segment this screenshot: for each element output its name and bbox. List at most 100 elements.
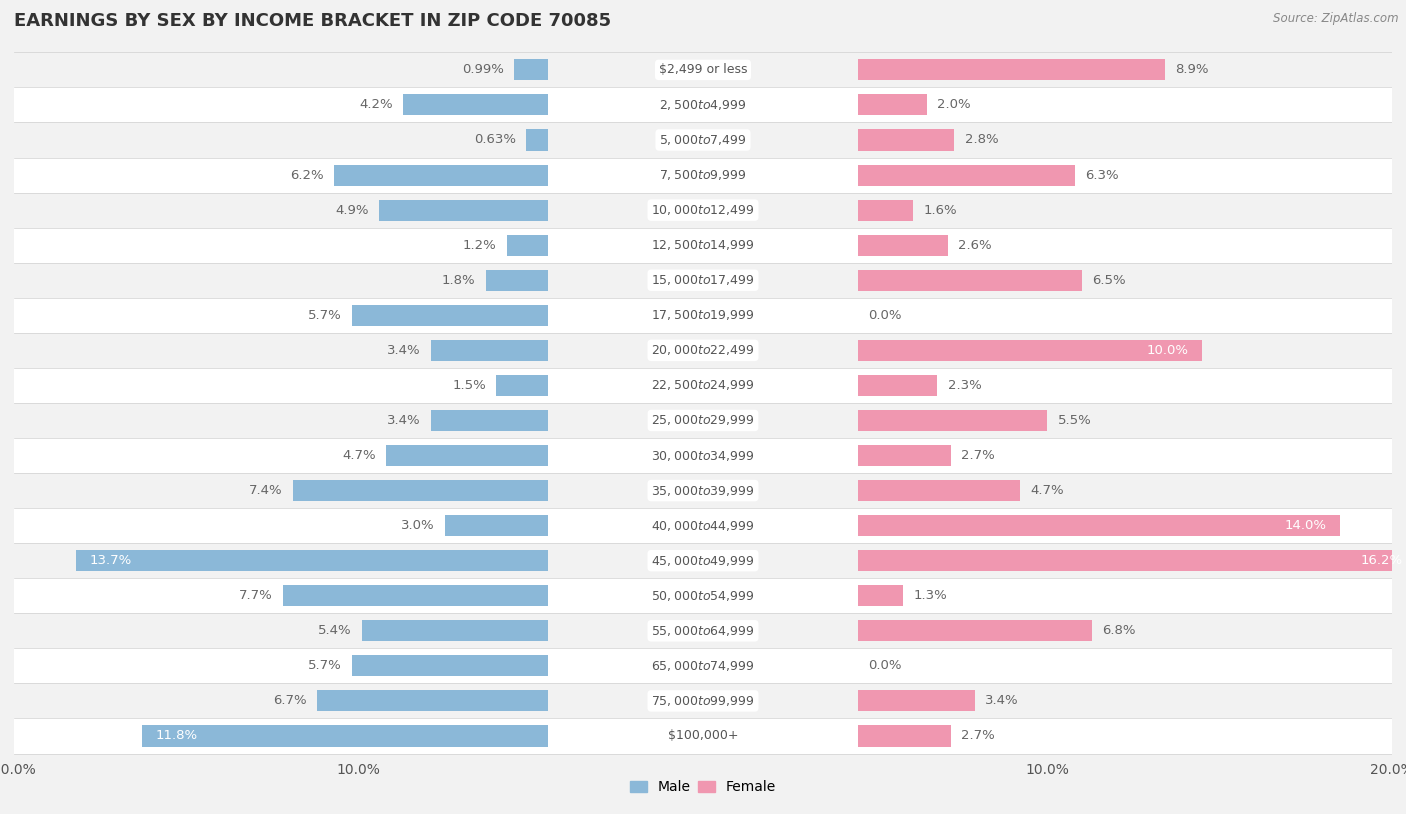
Text: 8.9%: 8.9% [1175,63,1208,77]
Text: $50,000 to $54,999: $50,000 to $54,999 [651,589,755,602]
Bar [14,87,1392,122]
Bar [858,620,1092,641]
Bar [14,228,1392,263]
Bar [14,508,1392,543]
Bar [14,158,1392,193]
Text: 1.5%: 1.5% [453,379,486,392]
Text: 2.6%: 2.6% [957,239,991,252]
Text: 5.4%: 5.4% [318,624,352,637]
Bar [14,438,1392,473]
Bar [76,550,548,571]
Text: 2.8%: 2.8% [965,133,998,147]
Text: 3.4%: 3.4% [387,344,420,357]
Bar [858,269,1083,291]
Bar [283,585,548,606]
Text: 0.63%: 0.63% [474,133,516,147]
Bar [142,725,548,746]
Bar [858,129,955,151]
Text: $35,000 to $39,999: $35,000 to $39,999 [651,484,755,497]
Text: $2,500 to $4,999: $2,500 to $4,999 [659,98,747,112]
Bar [14,543,1392,578]
Text: $45,000 to $49,999: $45,000 to $49,999 [651,554,755,567]
Text: 4.7%: 4.7% [1031,484,1064,497]
Bar [526,129,548,151]
Bar [486,269,548,291]
Text: 13.7%: 13.7% [90,554,132,567]
Bar [318,690,548,711]
Bar [506,234,548,256]
Text: 6.5%: 6.5% [1092,274,1126,287]
Text: 1.8%: 1.8% [441,274,475,287]
Bar [513,59,548,81]
Text: 6.8%: 6.8% [1102,624,1136,637]
Text: $65,000 to $74,999: $65,000 to $74,999 [651,659,755,673]
Bar [444,515,548,536]
Bar [430,339,548,361]
Bar [14,193,1392,228]
Text: 3.0%: 3.0% [401,519,434,532]
Text: $40,000 to $44,999: $40,000 to $44,999 [651,519,755,532]
Bar [14,648,1392,684]
Text: $10,000 to $12,499: $10,000 to $12,499 [651,204,755,217]
Text: 4.2%: 4.2% [360,98,392,112]
Text: 5.7%: 5.7% [308,659,342,672]
Text: $17,500 to $19,999: $17,500 to $19,999 [651,309,755,322]
Bar [14,473,1392,508]
Bar [858,164,1076,186]
Text: 1.3%: 1.3% [912,589,946,602]
Text: 14.0%: 14.0% [1285,519,1326,532]
Text: 6.3%: 6.3% [1085,168,1119,182]
Bar [858,59,1164,81]
Text: 5.5%: 5.5% [1057,414,1091,427]
Bar [858,94,927,116]
Text: $30,000 to $34,999: $30,000 to $34,999 [651,449,755,462]
Legend: Male, Female: Male, Female [624,775,782,799]
Text: 0.99%: 0.99% [461,63,503,77]
Bar [14,52,1392,87]
Text: 4.9%: 4.9% [336,204,368,217]
Text: 1.2%: 1.2% [463,239,496,252]
Text: 4.7%: 4.7% [342,449,375,462]
Bar [858,339,1202,361]
Text: 7.4%: 7.4% [249,484,283,497]
Text: 3.4%: 3.4% [986,694,1019,707]
Bar [858,585,903,606]
Bar [380,199,548,221]
Bar [335,164,548,186]
Text: 2.3%: 2.3% [948,379,981,392]
Bar [858,375,938,396]
Text: 6.7%: 6.7% [273,694,307,707]
Bar [14,368,1392,403]
Text: 1.6%: 1.6% [924,204,957,217]
Text: 0.0%: 0.0% [869,659,901,672]
Text: $15,000 to $17,499: $15,000 to $17,499 [651,274,755,287]
Text: $22,500 to $24,999: $22,500 to $24,999 [651,379,755,392]
Text: 10.0%: 10.0% [1147,344,1188,357]
Text: $5,000 to $7,499: $5,000 to $7,499 [659,133,747,147]
Bar [858,690,976,711]
Bar [14,403,1392,438]
Bar [14,719,1392,754]
Bar [858,410,1047,431]
Bar [14,263,1392,298]
Bar [858,480,1019,501]
Bar [858,550,1406,571]
Bar [14,578,1392,613]
Text: 11.8%: 11.8% [155,729,197,742]
Bar [858,199,912,221]
Text: 2.7%: 2.7% [962,449,995,462]
Text: 6.2%: 6.2% [291,168,323,182]
Bar [387,445,548,466]
Bar [496,375,548,396]
Text: 5.7%: 5.7% [308,309,342,322]
Bar [14,122,1392,158]
Bar [361,620,548,641]
Bar [858,234,948,256]
Text: 7.7%: 7.7% [239,589,273,602]
Text: 0.0%: 0.0% [869,309,901,322]
Text: $20,000 to $22,499: $20,000 to $22,499 [651,344,755,357]
Bar [292,480,548,501]
Text: EARNINGS BY SEX BY INCOME BRACKET IN ZIP CODE 70085: EARNINGS BY SEX BY INCOME BRACKET IN ZIP… [14,12,612,30]
Bar [404,94,548,116]
Text: $55,000 to $64,999: $55,000 to $64,999 [651,624,755,638]
